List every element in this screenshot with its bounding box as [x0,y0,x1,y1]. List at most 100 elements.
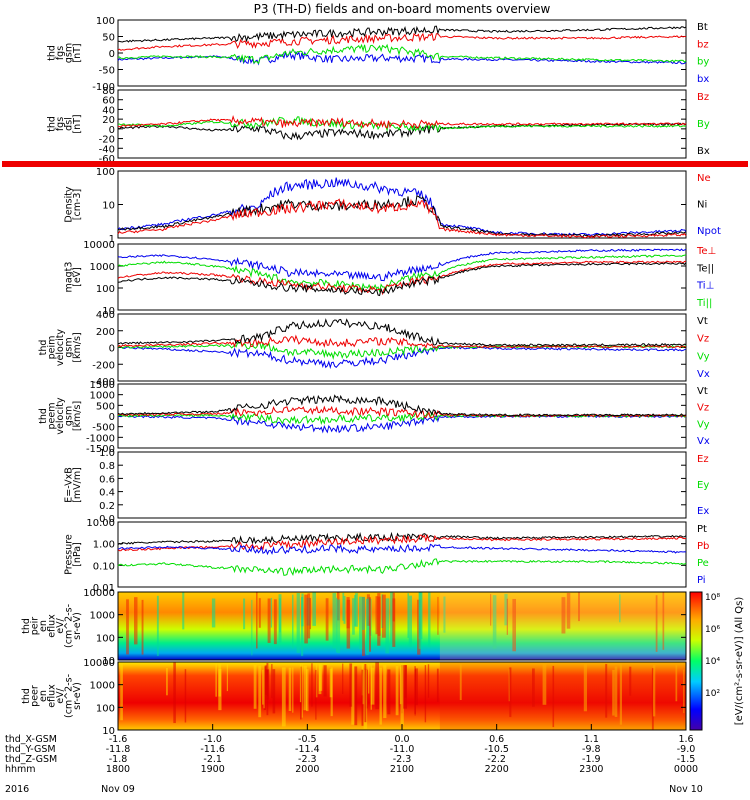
heatmap-stripe [319,662,323,691]
y-tick-label: 0 [109,125,115,136]
y-tick-label: 0.4 [99,488,115,499]
y-axis-label: (cm^2-s- [64,604,75,648]
y-tick-label: 1 [109,234,115,245]
y-tick-label: -500 [92,423,115,434]
heatmap-stripe [262,669,264,705]
legend-Vz: Vz [697,334,709,345]
time-axis-value: 1800 [106,764,130,775]
colorbar-tick: 10⁸ [705,593,720,603]
y-tick-label: 80 [102,86,115,97]
heatmap-stripe [512,598,516,652]
y-axis-label: gsm [64,43,75,63]
heatmap-stripe [359,596,363,650]
y-tick-label: 10.00 [86,518,115,529]
series-Vz [117,334,687,349]
colorbar-label: [eV/(cm²-s-sr-eV)] (All Qs) [734,597,745,726]
heatmap-stripe [258,598,261,628]
y-tick-label: 0.10 [93,561,115,572]
legend-Vt: Vt [697,386,708,397]
colorbar-scale [689,591,703,731]
y-tick-label: 40 [102,105,115,116]
y-axis-label: magt3 [64,262,75,293]
heatmap-stripe [346,597,350,629]
series-Ti|| [117,254,687,294]
heatmap-stripe [156,595,159,656]
y-tick-label: 1000 [90,391,115,402]
y-axis-label: velocity [55,329,66,367]
heatmap-stripe [415,668,418,706]
legend-bz: bz [697,39,709,50]
time-axis-row-label: thd_X-GSM [5,734,57,745]
heatmap-stripe [311,663,313,707]
heatmap-stripe [354,666,358,726]
heatmap-stripe [296,593,300,653]
time-axis-value: -10.5 [484,744,509,755]
heatmap-stripe [270,597,272,628]
heatmap-stripe [264,665,267,695]
legend-Vx: Vx [697,369,710,380]
heatmap-stripe [612,669,615,716]
heatmap-stripe [619,594,621,623]
series-Vx [117,345,687,370]
heatmap-stripe [387,669,391,715]
heatmap-stripe [288,667,292,711]
y-axis-label: thd [21,618,32,634]
heatmap-late-region [439,662,686,730]
y-tick-label: 10 [102,656,115,667]
time-axis-row-label: thd_Z-GSM [5,754,57,765]
time-axis-value: -1.0 [203,734,222,745]
heatmap-stripe [619,663,622,725]
y-axis-label: velocity [55,397,66,435]
y-axis-label: en [38,620,49,632]
heatmap-stripe [361,596,365,630]
y-tick-label: 1500 [90,380,115,391]
y-axis-label: peim [47,336,58,360]
heatmap-stripe [173,662,176,724]
y-tick-label: 10000 [83,240,115,251]
heatmap-stripe [418,592,422,649]
panel-frame [117,591,687,661]
heatmap-stripe [655,595,658,652]
heatmap-stripe [385,598,390,654]
time-axis-value: -1.9 [582,754,601,765]
y-tick-label: 0 [109,412,115,423]
heatmap-stripe [336,599,341,654]
time-axis-value: 2200 [485,764,509,775]
heatmap-stripe [307,593,311,639]
time-axis-value: 2100 [390,764,414,775]
y-tick-label: -1000 [86,433,115,444]
time-axis-value: -11.8 [106,744,131,755]
y-tick-label: 100 [96,703,115,714]
legend-Vt: Vt [697,316,708,327]
time-axis-value: -11.4 [295,744,320,755]
heatmap-stripe [218,662,222,697]
heatmap-stripe [256,592,258,649]
y-axis-label: sr-eV) [72,612,83,640]
y-tick-label: -60 [99,154,115,165]
heatmap-stripe [292,594,294,649]
y-axis-label: (cm^2-s- [64,674,75,718]
time-axis-value: 1900 [201,764,225,775]
heatmap-stripe [271,664,273,699]
series-Bx [117,122,687,141]
heatmap-stripe [408,595,412,647]
series-Bz [118,115,687,129]
series-Npot [117,177,687,237]
legend-Ne: Ne [697,173,711,184]
y-axis-label: thd [38,340,49,356]
legend-Npot: Npot [697,226,721,237]
heatmap-stripe [141,599,144,655]
series-Pt [117,531,687,546]
y-axis-label: [nT] [72,43,83,62]
plot-title: P3 (TH-D) fields and on-board moments ov… [254,2,551,16]
legend-Ex: Ex [697,506,709,517]
y-tick-label: 200 [96,327,115,338]
heatmap-stripe [683,669,685,714]
y-axis-label: dsl [64,117,75,131]
heatmap-stripe [542,662,547,705]
y-tick-label: 10 [102,306,115,317]
y-tick-label: 100 [96,16,115,27]
time-axis: thd_X-GSM -1.6 -1.0 -0.5 0.0 0.6 1.1 1.6 thd_Y-G… [5,724,703,795]
